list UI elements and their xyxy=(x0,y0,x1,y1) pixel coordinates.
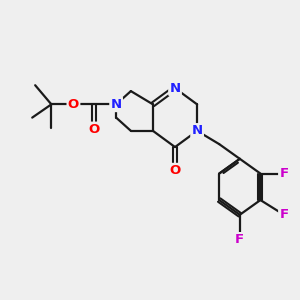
Text: O: O xyxy=(88,123,100,136)
Text: F: F xyxy=(279,167,289,180)
Text: N: N xyxy=(169,82,181,95)
Text: F: F xyxy=(279,208,289,221)
Text: N: N xyxy=(191,124,203,137)
Text: O: O xyxy=(169,164,181,177)
Text: N: N xyxy=(111,98,122,111)
Text: F: F xyxy=(235,233,244,246)
Text: O: O xyxy=(68,98,79,111)
